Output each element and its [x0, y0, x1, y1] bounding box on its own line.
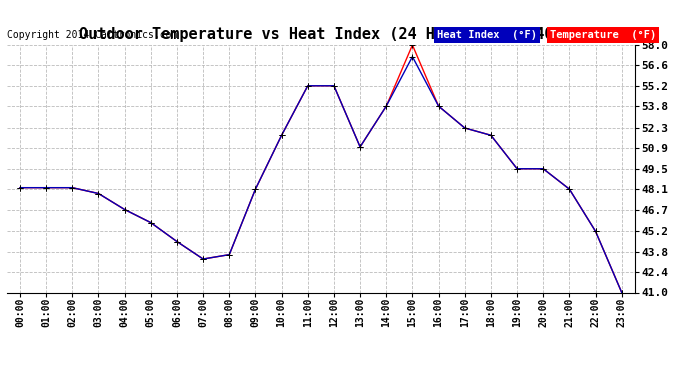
Text: Temperature  (°F): Temperature (°F)	[550, 30, 656, 40]
Text: Heat Index  (°F): Heat Index (°F)	[437, 30, 537, 40]
Title: Outdoor Temperature vs Heat Index (24 Hours) 20140408: Outdoor Temperature vs Heat Index (24 Ho…	[79, 27, 562, 42]
Text: Copyright 2014 Cartronics.com: Copyright 2014 Cartronics.com	[7, 30, 177, 40]
